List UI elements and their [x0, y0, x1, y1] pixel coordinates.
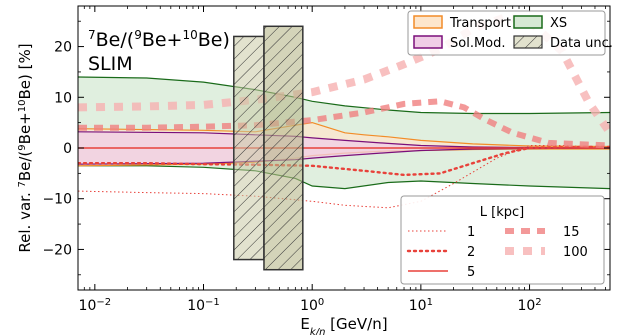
- axis-ticks: 10−2 10−1 100 101 102 −20 −10 0 10 20: [42, 6, 610, 314]
- legend-label-data-unc: Data unc.: [550, 36, 613, 51]
- band-xs-upper-edge: [78, 76, 610, 115]
- legend-top: Transport XS Sol.Mod. Data unc.: [407, 10, 613, 56]
- legend-label-L2: 2: [467, 245, 475, 260]
- legend-swatch-data-unc: [513, 35, 543, 49]
- y-tick-label: 0: [63, 141, 72, 157]
- legend-label-xs: XS: [550, 16, 567, 31]
- legend-label-L1: 1: [467, 225, 475, 240]
- x-tick-label: 100: [300, 297, 324, 315]
- legend-bottom-frame: [400, 195, 605, 285]
- legend-label-L100: 100: [563, 245, 588, 260]
- legend-label-L5: 5: [467, 265, 475, 280]
- chart-annotation-isotope-ratio: 7Be/(9Be+10Be): [88, 28, 230, 51]
- legend-bottom: L [kpc] 1 15 2 100 5: [400, 195, 605, 285]
- chart-annotation-model: SLIM: [88, 53, 133, 75]
- x-tick-label: 10−1: [187, 297, 220, 315]
- series-line-L15: [78, 98, 610, 149]
- y-tick-label: −10: [42, 192, 72, 208]
- legend-label-solmod: Sol.Mod.: [450, 36, 506, 51]
- legend-swatch-transport: [413, 15, 443, 29]
- x-tick-label: 10−2: [79, 297, 112, 315]
- legend-swatch-solmod: [413, 35, 443, 49]
- x-axis-title: Ek/n [GeV/n]: [300, 315, 387, 335]
- data-unc-box-2: [263, 25, 304, 271]
- x-tick-label: 102: [517, 297, 541, 315]
- y-axis-title: Rel. var. 7Be/(9Be+10Be) [%]: [16, 43, 34, 252]
- y-tick-label: −20: [42, 242, 72, 258]
- legend-top-frame: [407, 10, 606, 56]
- data-uncertainty-bands: [233, 25, 304, 271]
- y-tick-label: 10: [54, 90, 72, 106]
- legend-swatch-xs: [513, 15, 543, 29]
- data-unc-box-1: [233, 35, 265, 261]
- uncertainty-bands: [78, 76, 610, 190]
- legend-label-transport: Transport: [449, 16, 511, 31]
- legend-bottom-title: L [kpc]: [480, 205, 524, 220]
- x-tick-label: 101: [409, 297, 433, 315]
- legend-label-L15: 15: [563, 225, 580, 240]
- y-tick-label: 20: [54, 40, 72, 56]
- band-xs-lower-edge: [78, 165, 610, 190]
